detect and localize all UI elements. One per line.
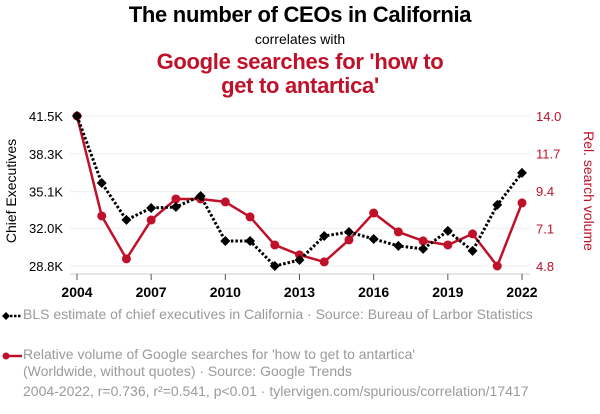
data-point-search-volume	[517, 198, 527, 208]
data-point-chief-executives	[170, 201, 181, 212]
x-tick-label: 2019	[432, 284, 463, 300]
data-point-search-volume	[319, 257, 329, 267]
data-point-search-volume	[146, 215, 156, 225]
y-left-axis-label: Chief Executives	[3, 139, 19, 243]
footer-stats: 2004-2022, r=0.736, r²=0.541, p<0.01 · t…	[23, 383, 529, 399]
data-point-chief-executives	[492, 199, 503, 210]
data-point-search-volume	[245, 212, 255, 222]
data-point-search-volume	[369, 208, 379, 218]
legend-circle-line-icon	[2, 352, 22, 360]
y-right-tick-label: 4.8	[536, 259, 554, 274]
data-point-search-volume	[443, 240, 453, 250]
data-point-search-volume	[418, 236, 428, 246]
chart-title-secondary: Google searches for 'how to get to antar…	[156, 49, 444, 98]
data-point-chief-executives	[220, 235, 231, 246]
data-point-chief-executives	[319, 231, 330, 241]
y-right-tick-label: 9.4	[536, 184, 554, 199]
y-right-tick-label: 14.0	[536, 109, 561, 124]
legend-diamond-dotted-icon	[2, 312, 22, 320]
y-right-tick-label: 11.7	[536, 147, 560, 162]
data-point-search-volume	[270, 240, 280, 250]
y-left-tick-label: 35.1K	[29, 185, 63, 200]
data-point-chief-executives	[467, 245, 478, 256]
x-tick-label: 2010	[210, 284, 241, 300]
y-right-tick-label: 7.1	[536, 222, 554, 237]
y-left-tick-label: 38.3K	[29, 147, 63, 162]
chart-title: The number of CEOs in California	[128, 2, 472, 27]
data-point-chief-executives	[146, 203, 157, 214]
y-left-tick-label: 28.8K	[29, 259, 63, 274]
data-point-chief-executives	[393, 240, 404, 251]
data-point-chief-executives	[269, 261, 280, 271]
y-right-axis-label: Rel. search volume	[581, 131, 597, 251]
data-point-chief-executives	[245, 235, 256, 246]
data-point-search-volume	[220, 197, 230, 207]
data-point-chief-executives	[195, 190, 206, 201]
y-left-tick-label: 41.5K	[29, 109, 63, 124]
legend-label-series2: Relative volume of Google searches for '…	[23, 346, 416, 379]
data-point-search-volume	[492, 261, 502, 271]
data-point-search-volume	[393, 227, 403, 237]
data-point-search-volume	[468, 229, 478, 239]
x-tick-label: 2022	[506, 284, 537, 300]
x-tick-label: 2016	[358, 284, 389, 300]
data-point-chief-executives	[72, 111, 82, 121]
data-point-search-volume	[344, 235, 354, 245]
chart-subtitle: correlates with	[254, 31, 346, 47]
y-left-tick-label: 32.0K	[29, 221, 63, 236]
data-point-chief-executives	[517, 167, 527, 178]
data-point-search-volume	[121, 254, 131, 264]
data-point-chief-executives	[294, 254, 305, 265]
series-line-chief-executives	[75, 115, 524, 268]
data-point-chief-executives	[343, 226, 354, 237]
data-point-chief-executives	[96, 177, 107, 188]
x-tick-label: 2013	[284, 284, 315, 300]
data-point-chief-executives	[121, 214, 132, 225]
data-point-chief-executives	[368, 233, 379, 244]
data-point-chief-executives	[418, 243, 429, 254]
series-line-search-volume	[75, 115, 524, 268]
data-point-chief-executives	[442, 225, 453, 236]
x-tick-label: 2004	[61, 284, 92, 300]
data-point-search-volume	[171, 194, 181, 204]
x-tick-label: 2007	[136, 284, 167, 300]
data-point-search-volume	[97, 211, 107, 221]
legend-label-series1: BLS estimate of chief executives in Cali…	[23, 306, 533, 322]
